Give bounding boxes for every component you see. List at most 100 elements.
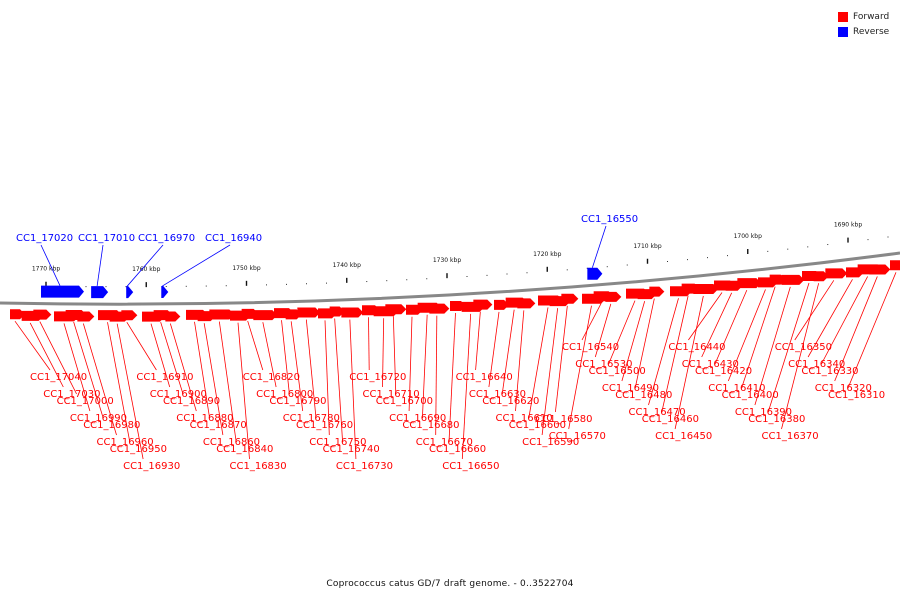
forward-gene-label[interactable]: CC1_17030 xyxy=(43,389,100,400)
forward-gene-label[interactable]: CC1_16500 xyxy=(589,366,646,377)
forward-gene-arrow[interactable] xyxy=(385,304,407,315)
forward-gene-leader xyxy=(290,321,304,412)
forward-gene-label[interactable]: CC1_16670 xyxy=(416,437,473,448)
forward-gene-label[interactable]: CC1_16470 xyxy=(629,407,686,418)
forward-gene-arrow[interactable] xyxy=(825,268,848,279)
forward-gene-label[interactable]: CC1_16960 xyxy=(97,437,154,448)
forward-gene-label[interactable]: CC1_16640 xyxy=(456,372,513,383)
reverse-gene-label[interactable]: CC1_16940 xyxy=(205,233,262,244)
forward-gene-label[interactable]: CC1_16900 xyxy=(150,389,207,400)
reverse-gene-label[interactable]: CC1_17010 xyxy=(78,233,135,244)
forward-gene-label[interactable]: CC1_16480 xyxy=(615,390,672,401)
forward-gene-label[interactable]: CC1_16930 xyxy=(123,461,180,472)
forward-gene-label[interactable]: CC1_16460 xyxy=(642,414,699,425)
forward-gene-leader xyxy=(63,323,91,412)
forward-gene-label[interactable]: CC1_16870 xyxy=(190,420,247,431)
forward-gene-arrow[interactable] xyxy=(781,274,805,285)
forward-gene-arrow[interactable] xyxy=(297,307,321,318)
forward-gene-arrow[interactable] xyxy=(649,286,665,297)
forward-gene-arrow[interactable] xyxy=(605,291,622,302)
forward-gene-label[interactable]: CC1_16370 xyxy=(762,431,819,442)
forward-gene-label[interactable]: CC1_16620 xyxy=(482,396,539,407)
forward-gene-label[interactable]: CC1_16730 xyxy=(336,461,393,472)
forward-gene-arrow[interactable] xyxy=(253,310,278,321)
forward-gene-label[interactable]: CC1_16610 xyxy=(496,413,553,424)
forward-gene-label[interactable]: CC1_16780 xyxy=(283,413,340,424)
forward-gene-arrow[interactable] xyxy=(517,298,536,309)
forward-gene-label[interactable]: CC1_16700 xyxy=(376,396,433,407)
forward-gene-arrow[interactable] xyxy=(890,260,900,271)
forward-gene-label[interactable]: CC1_16330 xyxy=(801,366,858,377)
forward-gene-label[interactable]: CC1_16690 xyxy=(389,413,446,424)
reverse-gene-arrow[interactable] xyxy=(587,267,603,280)
forward-gene-arrow[interactable] xyxy=(561,293,579,304)
forward-gene-arrow[interactable] xyxy=(329,306,345,317)
forward-gene-label[interactable]: CC1_16980 xyxy=(83,420,140,431)
reverse-gene-arrow[interactable] xyxy=(40,285,84,298)
forward-gene-arrow[interactable] xyxy=(165,311,181,322)
forward-gene-label[interactable]: CC1_16490 xyxy=(602,383,659,394)
forward-gene-label[interactable]: CC1_16710 xyxy=(363,389,420,400)
forward-gene-label[interactable]: CC1_16830 xyxy=(230,461,287,472)
forward-gene-label[interactable]: CC1_16600 xyxy=(509,420,566,431)
forward-gene-label[interactable]: CC1_16340 xyxy=(788,359,845,370)
forward-gene-label[interactable]: CC1_16400 xyxy=(722,390,779,401)
forward-gene-label[interactable]: CC1_16720 xyxy=(349,372,406,383)
forward-gene-label[interactable]: CC1_16800 xyxy=(256,389,313,400)
reverse-gene-label[interactable]: CC1_16970 xyxy=(138,233,195,244)
forward-gene-label[interactable]: CC1_16990 xyxy=(70,413,127,424)
forward-gene-label[interactable]: CC1_16570 xyxy=(549,431,606,442)
forward-gene-label[interactable]: CC1_16530 xyxy=(575,359,632,370)
forward-gene-label[interactable]: CC1_16580 xyxy=(535,414,592,425)
forward-gene-arrow[interactable] xyxy=(77,311,95,322)
forward-gene-leader xyxy=(488,311,500,388)
forward-gene-arrow[interactable] xyxy=(10,309,25,320)
reverse-gene-label[interactable]: CC1_17020 xyxy=(16,233,73,244)
forward-gene-arrow[interactable] xyxy=(209,309,235,320)
forward-gene-label[interactable]: CC1_16420 xyxy=(695,366,752,377)
forward-gene-label[interactable]: CC1_16410 xyxy=(708,383,765,394)
forward-gene-label[interactable]: CC1_16350 xyxy=(775,342,832,353)
forward-gene-label[interactable]: CC1_16760 xyxy=(296,420,353,431)
forward-gene-arrow[interactable] xyxy=(121,310,138,321)
forward-gene-label[interactable]: CC1_16840 xyxy=(216,444,273,455)
forward-gene-label[interactable]: CC1_16680 xyxy=(402,420,459,431)
forward-gene-label[interactable]: CC1_16320 xyxy=(815,383,872,394)
forward-gene-arrow[interactable] xyxy=(693,284,719,295)
forward-gene-label[interactable]: CC1_16390 xyxy=(735,407,792,418)
forward-gene-arrow[interactable] xyxy=(429,303,450,314)
forward-gene-label[interactable]: CC1_17000 xyxy=(57,396,114,407)
forward-gene-label[interactable]: CC1_16950 xyxy=(110,444,167,455)
forward-gene-arrow[interactable] xyxy=(33,309,52,320)
forward-gene-label[interactable]: CC1_16590 xyxy=(522,437,579,448)
forward-gene-leader xyxy=(324,320,330,436)
forward-gene-label[interactable]: CC1_16380 xyxy=(748,414,805,425)
forward-gene-label[interactable]: CC1_16910 xyxy=(136,372,193,383)
forward-gene-label[interactable]: CC1_16630 xyxy=(469,389,526,400)
reverse-gene-arrow[interactable] xyxy=(161,286,169,299)
reverse-gene-label[interactable]: CC1_16550 xyxy=(581,214,638,225)
forward-gene-arrow[interactable] xyxy=(869,264,891,275)
forward-gene-label[interactable]: CC1_16890 xyxy=(163,396,220,407)
forward-gene-label[interactable]: CC1_16880 xyxy=(176,413,233,424)
forward-gene-label[interactable]: CC1_16440 xyxy=(668,342,725,353)
forward-gene-label[interactable]: CC1_16750 xyxy=(309,437,366,448)
forward-gene-arrow[interactable] xyxy=(341,307,364,318)
forward-gene-label[interactable]: CC1_16820 xyxy=(243,372,300,383)
forward-gene-leader xyxy=(203,323,224,436)
forward-gene-label[interactable]: CC1_16450 xyxy=(655,431,712,442)
forward-gene-label[interactable]: CC1_16860 xyxy=(203,437,260,448)
forward-gene-arrow[interactable] xyxy=(813,271,829,282)
forward-gene-label[interactable]: CC1_16790 xyxy=(269,396,326,407)
forward-gene-arrow[interactable] xyxy=(494,299,509,310)
forward-gene-label[interactable]: CC1_16310 xyxy=(828,390,885,401)
forward-gene-label[interactable]: CC1_16430 xyxy=(682,359,739,370)
forward-gene-label[interactable]: CC1_16540 xyxy=(562,342,619,353)
forward-gene-label[interactable]: CC1_16740 xyxy=(323,444,380,455)
reverse-gene-arrow[interactable] xyxy=(126,286,134,299)
forward-gene-label[interactable]: CC1_16660 xyxy=(429,444,486,455)
forward-gene-arrow[interactable] xyxy=(737,278,762,289)
reverse-gene-arrow[interactable] xyxy=(91,286,109,299)
forward-gene-arrow[interactable] xyxy=(473,299,493,310)
forward-gene-label[interactable]: CC1_16650 xyxy=(442,461,499,472)
